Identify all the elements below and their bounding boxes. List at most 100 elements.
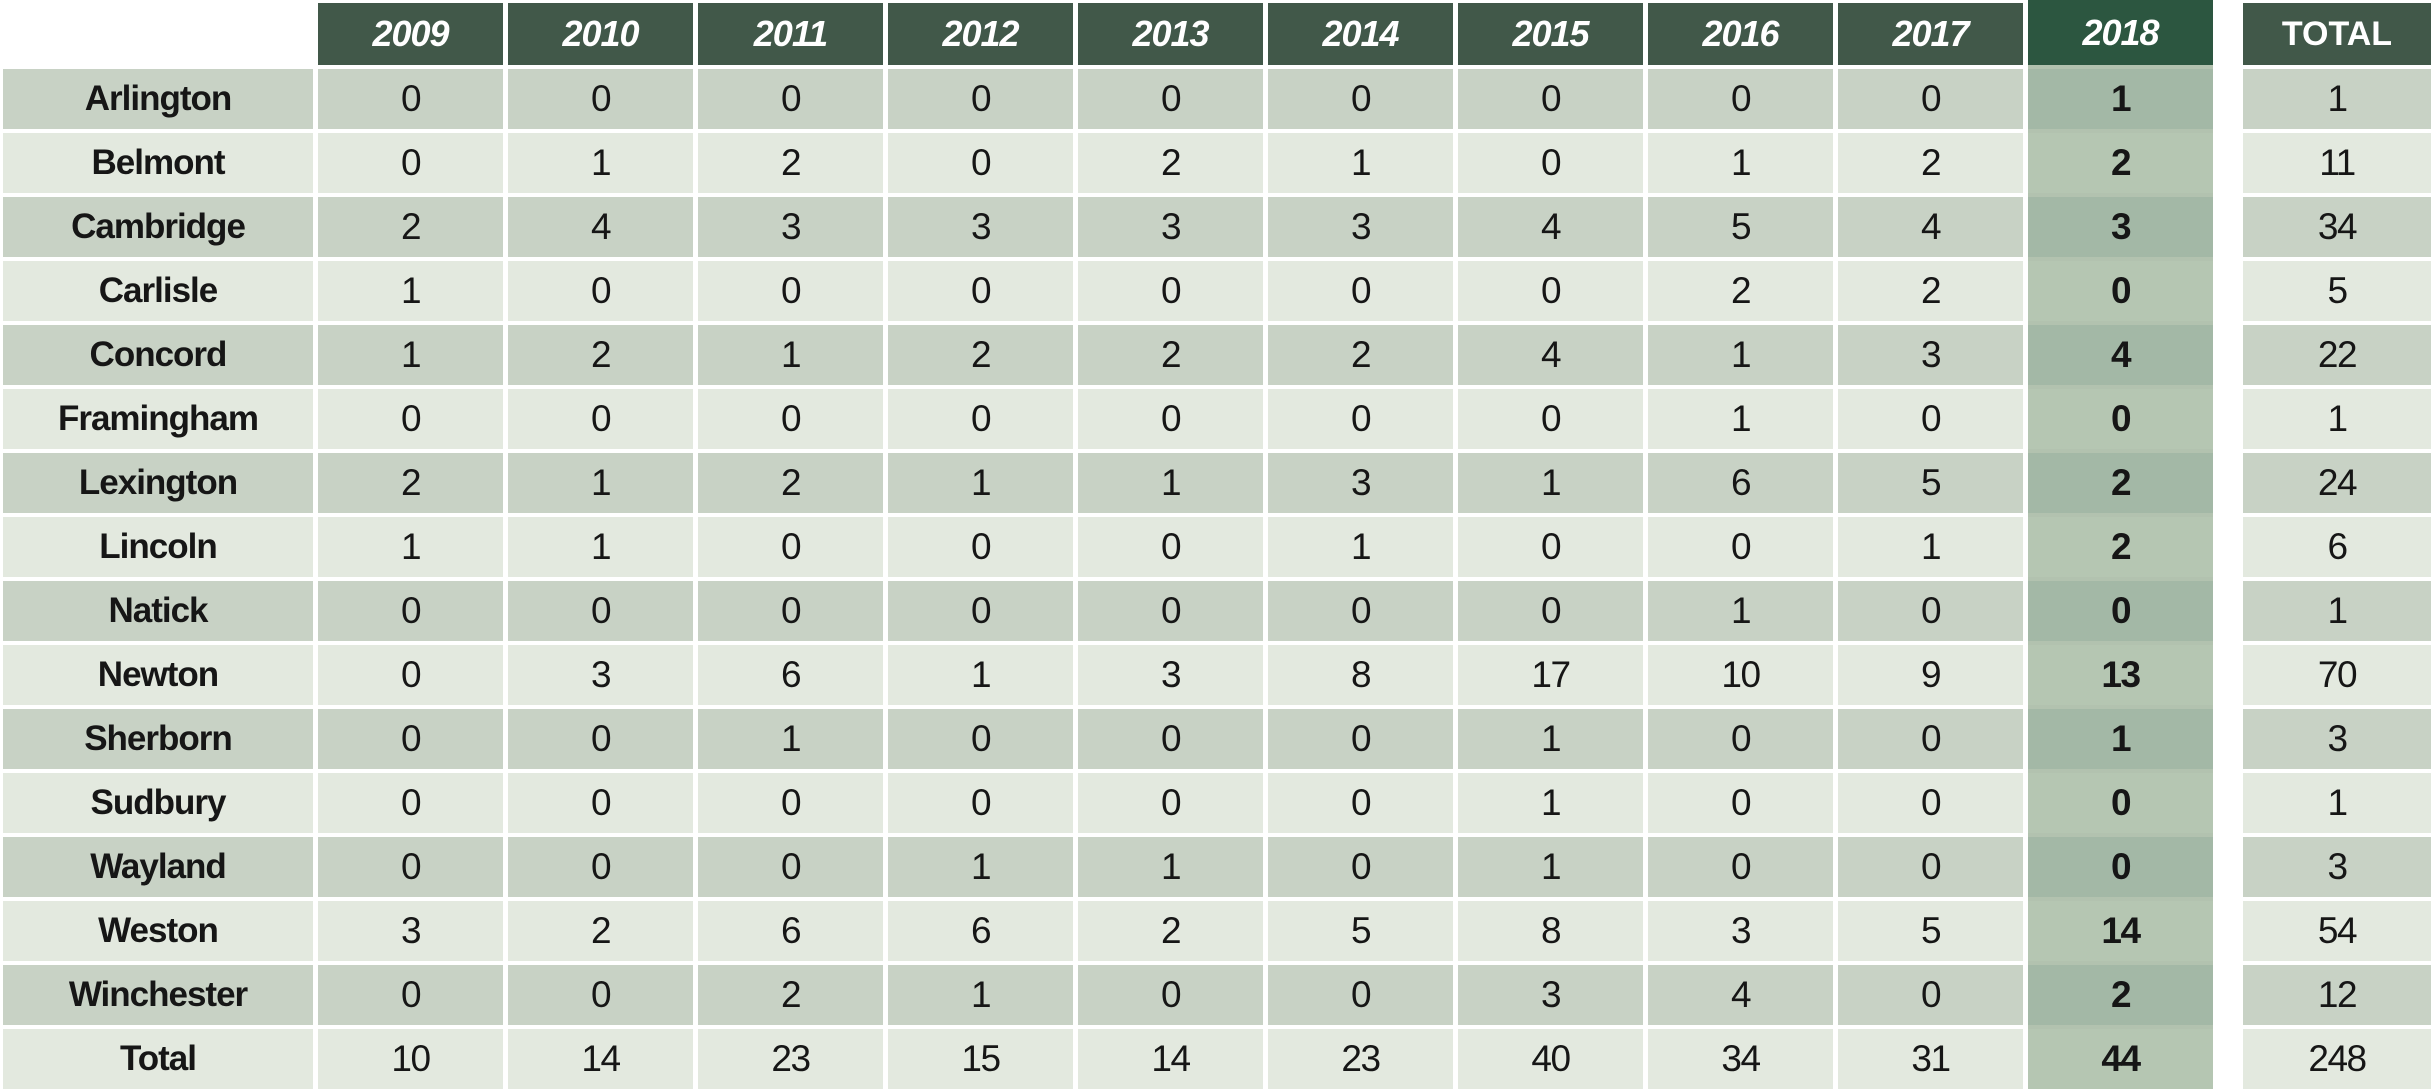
cell-sudbury-2009: 0 bbox=[318, 773, 503, 833]
cell-total-2010: 14 bbox=[508, 1029, 693, 1089]
cell-sudbury-2018: 0 bbox=[2028, 773, 2213, 833]
cell-newton-2012: 1 bbox=[888, 645, 1073, 705]
row-label-lexington: Lexington bbox=[3, 453, 313, 513]
cell-lexington-2010: 1 bbox=[508, 453, 693, 513]
cell-wayland-2012: 1 bbox=[888, 837, 1073, 897]
cell-natick-2009: 0 bbox=[318, 581, 503, 641]
cell-sherborn-2011: 1 bbox=[698, 709, 883, 769]
row-label-winchester: Winchester bbox=[3, 965, 313, 1025]
cell-carlisle-2010: 0 bbox=[508, 261, 693, 321]
cell-winchester-2009: 0 bbox=[318, 965, 503, 1025]
cell-arlington-2009: 0 bbox=[318, 69, 503, 129]
cell-wayland-2011: 0 bbox=[698, 837, 883, 897]
cell-winchester-2012: 1 bbox=[888, 965, 1073, 1025]
cell-belmont-2009: 0 bbox=[318, 133, 503, 193]
row-label-lincoln: Lincoln bbox=[3, 517, 313, 577]
cell-arlington-2012: 0 bbox=[888, 69, 1073, 129]
cell-newton-2009: 0 bbox=[318, 645, 503, 705]
cell-lexington-2009: 2 bbox=[318, 453, 503, 513]
cell-belmont-2013: 2 bbox=[1078, 133, 1263, 193]
cell-weston-2013: 2 bbox=[1078, 901, 1263, 961]
cell-framingham-2011: 0 bbox=[698, 389, 883, 449]
cell-lexington-2018: 2 bbox=[2028, 453, 2213, 513]
cell-total-2013: 14 bbox=[1078, 1029, 1263, 1089]
row-label-concord: Concord bbox=[3, 325, 313, 385]
cell-weston-total: 54 bbox=[2243, 901, 2431, 961]
cell-winchester-2018: 2 bbox=[2028, 965, 2213, 1025]
cell-natick-total: 1 bbox=[2243, 581, 2431, 641]
cell-cambridge-2015: 4 bbox=[1458, 197, 1643, 257]
cell-framingham-2015: 0 bbox=[1458, 389, 1643, 449]
cell-framingham-2013: 0 bbox=[1078, 389, 1263, 449]
cell-weston-2015: 8 bbox=[1458, 901, 1643, 961]
cell-carlisle-2013: 0 bbox=[1078, 261, 1263, 321]
cell-sherborn-2009: 0 bbox=[318, 709, 503, 769]
cell-total-2016: 34 bbox=[1648, 1029, 1833, 1089]
cell-total-2015: 40 bbox=[1458, 1029, 1643, 1089]
cell-arlington-2015: 0 bbox=[1458, 69, 1643, 129]
row-label-framingham: Framingham bbox=[3, 389, 313, 449]
cell-natick-2015: 0 bbox=[1458, 581, 1643, 641]
cell-weston-2012: 6 bbox=[888, 901, 1073, 961]
cell-natick-2013: 0 bbox=[1078, 581, 1263, 641]
cell-winchester-2017: 0 bbox=[1838, 965, 2023, 1025]
cell-carlisle-2014: 0 bbox=[1268, 261, 1453, 321]
cell-lincoln-2014: 1 bbox=[1268, 517, 1453, 577]
cell-winchester-2013: 0 bbox=[1078, 965, 1263, 1025]
cell-wayland-total: 3 bbox=[2243, 837, 2431, 897]
cell-sudbury-2013: 0 bbox=[1078, 773, 1263, 833]
cell-framingham-2017: 0 bbox=[1838, 389, 2023, 449]
cell-weston-2010: 2 bbox=[508, 901, 693, 961]
cell-newton-2013: 3 bbox=[1078, 645, 1263, 705]
cell-belmont-2012: 0 bbox=[888, 133, 1073, 193]
cell-wayland-2010: 0 bbox=[508, 837, 693, 897]
row-label-cambridge: Cambridge bbox=[3, 197, 313, 257]
cell-natick-2018: 0 bbox=[2028, 581, 2213, 641]
cell-sudbury-2016: 0 bbox=[1648, 773, 1833, 833]
cell-natick-2016: 1 bbox=[1648, 581, 1833, 641]
cell-lincoln-2013: 0 bbox=[1078, 517, 1263, 577]
cell-arlington-2016: 0 bbox=[1648, 69, 1833, 129]
cell-newton-2018: 13 bbox=[2028, 645, 2213, 705]
cell-total-2014: 23 bbox=[1268, 1029, 1453, 1089]
col-header-2012: 2012 bbox=[888, 3, 1073, 65]
cell-lincoln-2012: 0 bbox=[888, 517, 1073, 577]
cell-lincoln-2016: 0 bbox=[1648, 517, 1833, 577]
cell-concord-2010: 2 bbox=[508, 325, 693, 385]
cell-sherborn-2013: 0 bbox=[1078, 709, 1263, 769]
col-header-2009: 2009 bbox=[318, 3, 503, 65]
cell-natick-2012: 0 bbox=[888, 581, 1073, 641]
cell-sudbury-2015: 1 bbox=[1458, 773, 1643, 833]
cell-sudbury-2012: 0 bbox=[888, 773, 1073, 833]
cell-lexington-2013: 1 bbox=[1078, 453, 1263, 513]
table-corner-blank bbox=[3, 3, 313, 65]
cell-sherborn-2016: 0 bbox=[1648, 709, 1833, 769]
cell-natick-2010: 0 bbox=[508, 581, 693, 641]
cell-total-2011: 23 bbox=[698, 1029, 883, 1089]
cell-lexington-2012: 1 bbox=[888, 453, 1073, 513]
row-label-natick: Natick bbox=[3, 581, 313, 641]
cell-concord-2016: 1 bbox=[1648, 325, 1833, 385]
cell-belmont-2018: 2 bbox=[2028, 133, 2213, 193]
cell-newton-2016: 10 bbox=[1648, 645, 1833, 705]
col-header-2018: 2018 bbox=[2028, 0, 2213, 65]
cell-carlisle-total: 5 bbox=[2243, 261, 2431, 321]
cell-wayland-2018: 0 bbox=[2028, 837, 2213, 897]
cell-concord-2013: 2 bbox=[1078, 325, 1263, 385]
cell-carlisle-2018: 0 bbox=[2028, 261, 2213, 321]
cell-sudbury-2011: 0 bbox=[698, 773, 883, 833]
col-header-2014: 2014 bbox=[1268, 3, 1453, 65]
row-label-carlisle: Carlisle bbox=[3, 261, 313, 321]
cell-natick-2017: 0 bbox=[1838, 581, 2023, 641]
cell-belmont-2017: 2 bbox=[1838, 133, 2023, 193]
cell-cambridge-2012: 3 bbox=[888, 197, 1073, 257]
cell-framingham-total: 1 bbox=[2243, 389, 2431, 449]
cell-belmont-2015: 0 bbox=[1458, 133, 1643, 193]
cell-lexington-2014: 3 bbox=[1268, 453, 1453, 513]
cell-newton-2010: 3 bbox=[508, 645, 693, 705]
row-label-total: Total bbox=[3, 1029, 313, 1089]
cell-framingham-2014: 0 bbox=[1268, 389, 1453, 449]
cell-weston-2018: 14 bbox=[2028, 901, 2213, 961]
cell-cambridge-2018: 3 bbox=[2028, 197, 2213, 257]
